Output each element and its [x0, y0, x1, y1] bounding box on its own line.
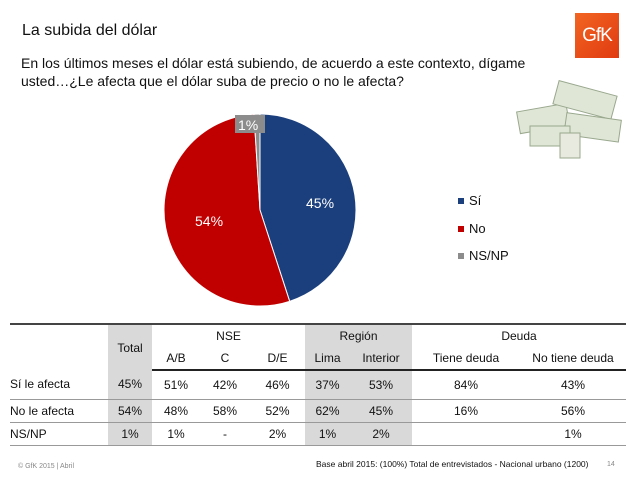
legend-swatch: [458, 252, 464, 259]
header-row-columns: A/B C D/E Lima Interior Tiene deuda No t…: [10, 347, 626, 371]
col-header: Lima: [305, 347, 350, 371]
col-header: No tiene deuda: [520, 347, 626, 371]
col-header: Interior: [350, 347, 412, 371]
table-cell: 46%: [250, 370, 305, 400]
crosstab-table: Total NSE Región Deuda A/B C D/E Lima In…: [10, 323, 626, 446]
table-cell: 1%: [305, 422, 350, 446]
legend-swatch: [458, 197, 464, 204]
table-cell: 51%: [152, 370, 200, 400]
table-cell: [412, 422, 520, 446]
table-cell: 2%: [350, 422, 412, 446]
slice-label-si: 45%: [306, 195, 334, 211]
legend-label: No: [469, 221, 486, 236]
logo-text: GfK: [582, 24, 613, 46]
table-cell: 52%: [250, 399, 305, 423]
row-label: No le afecta: [10, 399, 108, 423]
table-cell: 54%: [108, 399, 152, 423]
table-cell: 45%: [108, 370, 152, 400]
slice-label-nsnp: 1%: [238, 117, 258, 133]
table-cell: 42%: [200, 370, 250, 400]
page-title: La subida del dólar: [22, 22, 158, 39]
table-cell: 62%: [305, 399, 350, 423]
table-row: Sí le afecta 45% 51% 42% 46% 37% 53% 84% 43%: [10, 370, 626, 400]
table-cell: 45%: [350, 399, 412, 423]
table-cell: 1%: [108, 422, 152, 446]
col-header: A/B: [152, 347, 200, 371]
question-text: En los últimos meses el dólar está subie…: [21, 55, 526, 89]
base-note: Base abril 2015: (100%) Total de entrevi…: [316, 459, 589, 469]
copyright: © GfK 2015 | Abril: [18, 463, 75, 470]
slice-si: [259, 113, 357, 302]
legend-swatch: [458, 225, 464, 232]
table-cell: 16%: [412, 399, 520, 423]
table-cell: 2%: [250, 422, 305, 446]
header-nse: NSE: [152, 323, 305, 347]
table-cell: 43%: [520, 370, 626, 400]
table-cell: 56%: [520, 399, 626, 423]
col-header: D/E: [250, 347, 305, 371]
slice-label-nsnp-bg: [235, 115, 265, 133]
legend-label: NS/NP: [469, 248, 509, 263]
gfk-logo: GfK: [575, 13, 619, 58]
table-row: No le afecta 54% 48% 58% 52% 62% 45% 16% 56%: [10, 399, 626, 423]
table-cell: 53%: [350, 370, 412, 400]
header-deuda: Deuda: [412, 323, 626, 347]
slice-nsnp: [253, 113, 261, 211]
row-label: NS/NP: [10, 422, 108, 446]
table-cell: 1%: [152, 422, 200, 446]
table-cell: 58%: [200, 399, 250, 423]
col-header: C: [200, 347, 250, 371]
legend-nsnp: NS/NP: [458, 248, 509, 263]
slice-label-no: 54%: [195, 213, 223, 229]
slice-no: [163, 113, 291, 307]
table-cell: 37%: [305, 370, 350, 400]
header-region: Región: [305, 323, 412, 347]
header-row-groups: Total NSE Región Deuda: [10, 323, 626, 370]
header-total: Total: [108, 323, 152, 370]
row-label: Sí le afecta: [10, 370, 108, 400]
col-header: Tiene deuda: [412, 347, 520, 371]
table-cell: 1%: [520, 422, 626, 446]
table-cell: 84%: [412, 370, 520, 400]
pie-chart: 45% 54% 1%: [163, 113, 357, 307]
legend-label: Sí: [469, 193, 482, 208]
table-cell: -: [200, 422, 250, 446]
table-cell: 48%: [152, 399, 200, 423]
money-image: [516, 80, 622, 159]
table-row: NS/NP 1% 1% -2% 1% 2% 1%: [10, 422, 626, 446]
legend-no: No: [458, 221, 486, 236]
page-number: 14: [607, 461, 615, 468]
legend-si: Sí: [458, 193, 481, 208]
